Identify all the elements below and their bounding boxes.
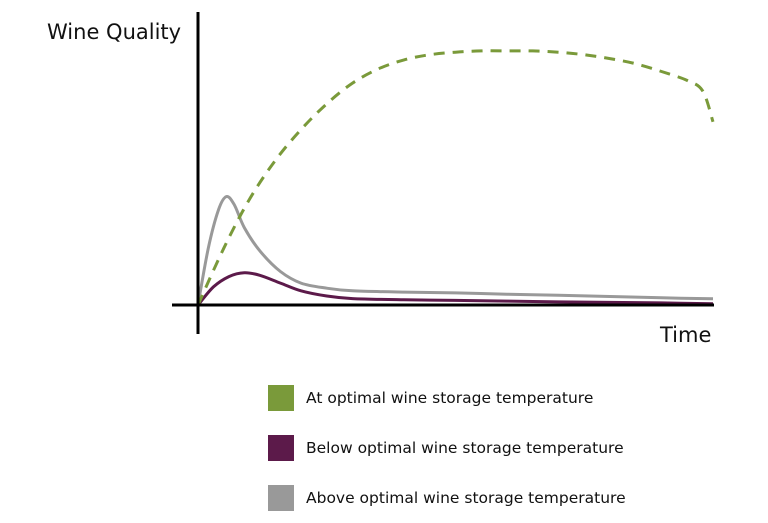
x-axis-title: Time xyxy=(660,323,712,347)
series-line-optimal xyxy=(196,49,715,306)
series-line-above xyxy=(196,195,714,306)
series-line-below xyxy=(196,271,714,306)
legend-label-above: Above optimal wine storage temperature xyxy=(306,489,626,507)
chart-canvas xyxy=(172,12,715,334)
legend-swatch-above xyxy=(268,485,294,511)
legend-swatch-below xyxy=(268,435,294,461)
legend-swatch-optimal xyxy=(268,385,294,411)
legend-label-optimal: At optimal wine storage temperature xyxy=(306,389,594,407)
series-layer xyxy=(196,49,715,306)
legend: At optimal wine storage temperature Belo… xyxy=(268,373,626,523)
legend-label-below: Below optimal wine storage temperature xyxy=(306,439,624,457)
y-axis-title: Wine Quality xyxy=(47,20,182,44)
legend-item-optimal: At optimal wine storage temperature xyxy=(268,373,626,423)
legend-item-below: Below optimal wine storage temperature xyxy=(268,423,626,473)
legend-item-above: Above optimal wine storage temperature xyxy=(268,473,626,523)
